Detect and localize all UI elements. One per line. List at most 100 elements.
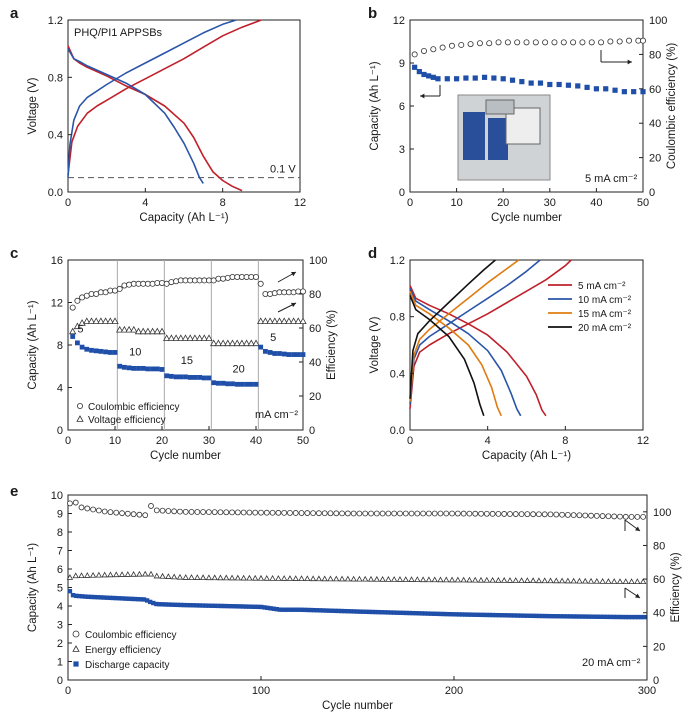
panel-e-point [475,612,480,617]
panel-e-point [320,608,326,613]
panel-e-point [338,575,346,582]
panel-e-point [356,575,363,582]
panel-a-annotation: PHQ/PI1 APPSBs [74,27,163,39]
panel-b-point [458,41,465,48]
panel-c-capacity-point [206,375,212,381]
panel-e-point [287,510,293,516]
panel-e-point [344,575,352,582]
panel-b-point [467,41,474,48]
panel-e-point [628,513,635,520]
panel-e-point [456,612,462,617]
panel-e-point [605,578,612,584]
panel-e-point [165,573,172,579]
panel-b-xtick-label: 40 [590,197,602,209]
panel-e-point [188,574,195,580]
panel-c-capacity-point [169,373,174,379]
panel-b-point [528,80,534,86]
panel-e-point [472,576,479,583]
panel-b-point [472,75,478,81]
panel-e-point [587,577,595,584]
panel-e-ytick-label: 0 [57,675,63,687]
panel-b-point [454,76,460,82]
panel-a-reference-label: 0.1 V [270,164,296,176]
panel-c-ve-point [186,334,194,342]
panel-e-point [258,509,264,516]
panel-e-x-axis-label: Cycle number [322,700,393,712]
panel-c-ve-point [289,317,298,325]
panel-e-point [358,609,363,614]
panel-c-ve-point [163,334,171,342]
panel-e-point [217,509,224,516]
panel-e-point [518,577,525,583]
panel-e-point [142,512,149,519]
panel-e-point [628,578,635,585]
panel-b-point [509,77,516,83]
panel-e-point [246,509,253,516]
panel-e-point [141,597,147,602]
panel-e-point [223,509,230,516]
panel-d-ytick-label: 1.2 [390,255,405,267]
panel-e-point [211,574,218,581]
panel-e-point [177,508,183,515]
panel-c-ce-point [252,273,259,280]
panel-e-point [639,614,644,620]
panel-c-capacity-point [258,344,264,350]
panel-e-point [582,512,589,519]
panel-e-point [515,613,520,618]
panel-e-point [327,575,334,582]
panel-b-point [416,69,422,75]
panel-c-capacity-point [216,380,221,386]
panel-b-inset-pump [485,99,515,115]
panel-c-capacity-point [183,374,188,380]
panel-e-point [592,614,598,619]
panel-e-point [362,575,369,582]
panel-e-y2tick-label: 40 [653,608,665,620]
panel-e-point [395,610,400,615]
panel-e-point [215,603,221,609]
panel-b-point [565,82,572,88]
panel-e-point [197,603,202,608]
panel-e-annotation: 20 mA cm⁻² [582,657,641,669]
panel-e-point [308,607,313,613]
panel-e-point [211,509,218,516]
panel-c-capacity-point [201,375,207,381]
panel-e-point [231,604,236,609]
panel-b-point [603,86,609,92]
panel-c-capacity-point [126,365,132,371]
panel-e-point [107,571,114,578]
panel-e-point [527,613,533,618]
panel-e-point [275,509,282,516]
panel-d-ytick-label: 0.0 [390,425,405,437]
panel-e-point [110,595,116,601]
panel-e-point [408,576,415,582]
panel-e-point [234,604,239,609]
panel-e-point [163,602,168,607]
panel-c-y2-axis-label: Efficiency (%) [326,310,338,380]
panel-c-ve-point [191,334,199,342]
panel-e-point [401,610,406,616]
panel-e-point [537,613,542,619]
panel-e-point [199,574,207,581]
panel-e-point [495,576,502,583]
panel-e-point [534,613,539,619]
panel-e-y2tick-label: 100 [653,507,671,519]
panel-c-ce-point [271,290,278,297]
panel-e-point [356,510,363,517]
panel-e-point [639,578,647,585]
panel-e-point [292,510,299,516]
panel-e-point [524,511,531,518]
panel-e-point [283,607,289,612]
panel-e-point [268,606,273,611]
panel-e-point [379,575,386,582]
panel-b-inset-cell [505,107,541,145]
panel-e-point [487,612,493,618]
panel-e-point [159,572,166,579]
panel-e-point [252,509,259,516]
panel-e-point [553,511,560,518]
panel-e-point [576,577,583,584]
panel-e-ytick-label: 6 [57,564,63,576]
panel-e-point [117,596,122,601]
panel-e-point [509,613,514,618]
panel-e-legend-label: Coulombic efficiency [85,630,177,641]
panel-b-point [519,79,525,85]
